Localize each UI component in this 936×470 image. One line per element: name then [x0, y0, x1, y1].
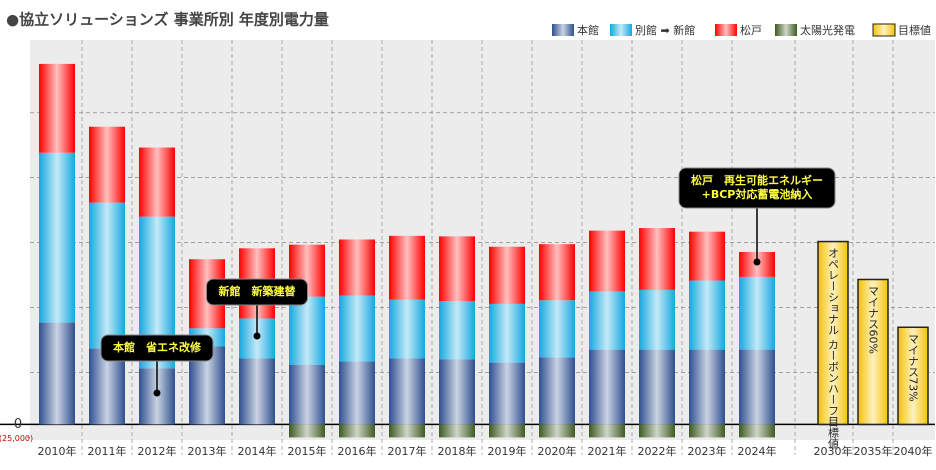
x-tick-label: 2014年	[238, 444, 277, 458]
bar-segment	[689, 349, 725, 425]
callout-dot	[753, 258, 761, 266]
bar-segment	[289, 424, 325, 438]
chart-title: ●協立ソリューションズ 事業所別 年度別電力量	[6, 11, 329, 29]
callout-text: 松戸 再生可能エネルギー	[691, 173, 823, 187]
bar-segment	[439, 236, 475, 302]
legend-swatch	[775, 24, 797, 36]
bar-segment	[389, 235, 425, 300]
plot-area	[30, 40, 935, 440]
x-tick-label: 2018年	[438, 444, 477, 458]
x-tick-label: 2015年	[288, 444, 327, 458]
bar-segment	[339, 295, 375, 362]
callout-dot	[253, 332, 261, 340]
x-tick-label: 2011年	[88, 444, 127, 458]
legend-label: 本館	[577, 23, 599, 37]
x-tick-label: 2023年	[688, 444, 727, 458]
bar-text: オペレーショナル カーボンハーフ目標値	[827, 247, 840, 449]
legend-label: 太陽光発電	[800, 23, 855, 37]
y-tick-label: (25,000)	[0, 434, 33, 443]
bar-text: マイナス73%	[907, 333, 920, 401]
legend-label: 松戸	[740, 23, 762, 37]
bar-segment	[339, 361, 375, 425]
bar-segment	[239, 358, 275, 425]
x-tick-label: 2016年	[338, 444, 377, 458]
bar-segment	[639, 228, 675, 290]
x-tick-label: 2010年	[38, 444, 77, 458]
legend-label: 別館 ➡ 新館	[635, 23, 695, 37]
legend-swatch	[872, 23, 896, 37]
bar-segment	[689, 231, 725, 281]
bar-segment	[89, 126, 125, 203]
bar-segment	[589, 424, 625, 438]
bar-segment	[857, 278, 889, 426]
bar-segment	[639, 349, 675, 425]
bar-segment	[139, 147, 175, 217]
legend-swatch	[610, 24, 632, 36]
callout-text: +BCP対応蓄電池納入	[702, 187, 813, 201]
x-tick-label: 2022年	[638, 444, 677, 458]
bar-segment	[389, 358, 425, 425]
bar-segment	[389, 299, 425, 359]
legend-swatch	[715, 24, 737, 36]
bar-segment	[439, 301, 475, 360]
bar-segment	[689, 424, 725, 438]
callout-text: 新館 新築建替	[219, 284, 297, 298]
x-tick-label: 2030年	[814, 444, 853, 458]
bar-segment	[289, 296, 325, 365]
y-tick-label: 0	[14, 417, 22, 432]
bar-segment	[539, 357, 575, 425]
callout-box	[678, 167, 836, 209]
bar-segment	[739, 349, 775, 425]
bar-segment	[639, 424, 675, 438]
bar-segment	[739, 276, 775, 350]
bar-segment	[897, 326, 929, 426]
x-tick-label: 2019年	[488, 444, 527, 458]
bar-segment	[689, 280, 725, 350]
x-tick-label: 2013年	[188, 444, 227, 458]
bar-segment	[89, 202, 125, 349]
bar-segment	[639, 289, 675, 350]
bar-segment	[439, 424, 475, 438]
x-tick-label: 2024年	[738, 444, 777, 458]
bar-segment	[739, 424, 775, 438]
bar-segment	[389, 424, 425, 438]
bar-segment	[589, 230, 625, 292]
callout-box	[100, 334, 214, 362]
bar-segment	[539, 424, 575, 438]
legend-swatch	[552, 24, 574, 36]
bar-segment	[539, 244, 575, 301]
bar-segment	[489, 424, 525, 438]
x-tick-label: 2035年	[854, 444, 893, 458]
bar-segment	[289, 364, 325, 425]
bar-segment	[39, 322, 75, 425]
bar-segment	[589, 349, 625, 425]
x-tick-label: 2017年	[388, 444, 427, 458]
legend-label: 目標値	[898, 23, 931, 37]
x-tick-label: 2012年	[138, 444, 177, 458]
bar-segment	[489, 362, 525, 425]
bar-segment	[539, 300, 575, 358]
bar-segment	[39, 152, 75, 323]
callout-box	[206, 278, 308, 306]
bar-segment	[489, 246, 525, 304]
callout-dot	[153, 389, 161, 397]
bar-segment	[817, 240, 849, 426]
x-tick-label: 2021年	[588, 444, 627, 458]
bar-segment	[339, 239, 375, 296]
bar-text: マイナス60%	[867, 285, 880, 353]
x-tick-label: 2020年	[538, 444, 577, 458]
bar-segment	[489, 303, 525, 363]
x-tick-label: 2040年	[894, 444, 933, 458]
bar-segment	[589, 291, 625, 350]
bar-segment	[339, 424, 375, 438]
bar-segment	[439, 359, 475, 425]
callout-text: 本館 省エネ改修	[113, 340, 202, 354]
bar-segment	[39, 63, 75, 153]
